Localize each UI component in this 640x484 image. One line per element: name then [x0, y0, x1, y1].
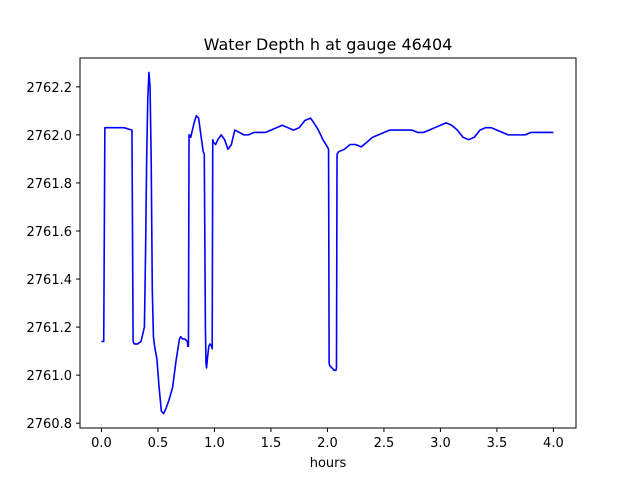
y-tick-label: 2760.8 — [27, 417, 73, 432]
x-tick-label: 3.5 — [487, 436, 508, 451]
x-axis-label: hours — [310, 456, 347, 471]
y-tick-label: 2761.6 — [27, 225, 73, 240]
x-tick-label: 2.5 — [374, 436, 395, 451]
axes-frame — [79, 57, 577, 429]
y-tick-label: 2761.8 — [27, 177, 73, 192]
y-tick-label: 2761.0 — [27, 369, 73, 384]
x-axis: 0.0 0.5 1.0 1.5 2.0 2.5 3.0 3.5 4.0 — [91, 428, 564, 451]
x-tick-label: 1.5 — [261, 436, 282, 451]
y-tick-label: 2762.2 — [27, 81, 73, 96]
x-tick-label: 4.0 — [543, 436, 564, 451]
x-tick-label: 2.0 — [317, 436, 338, 451]
y-axis: 2760.8 2761.0 2761.2 2761.4 2761.6 2761.8 2762… — [27, 81, 80, 432]
y-tick-label: 2761.4 — [27, 273, 73, 288]
y-tick-label: 2762.0 — [27, 129, 73, 144]
x-tick-label: 3.0 — [430, 436, 451, 451]
y-tick-label: 2761.2 — [27, 321, 73, 336]
x-tick-label: 0.5 — [148, 436, 169, 451]
series-line — [101, 71, 554, 415]
x-tick-label: 0.0 — [91, 436, 112, 451]
chart-title: Water Depth h at gauge 46404 — [204, 35, 453, 54]
x-tick-label: 1.0 — [204, 436, 225, 451]
plot-area — [79, 57, 577, 429]
series-layer — [101, 71, 554, 415]
